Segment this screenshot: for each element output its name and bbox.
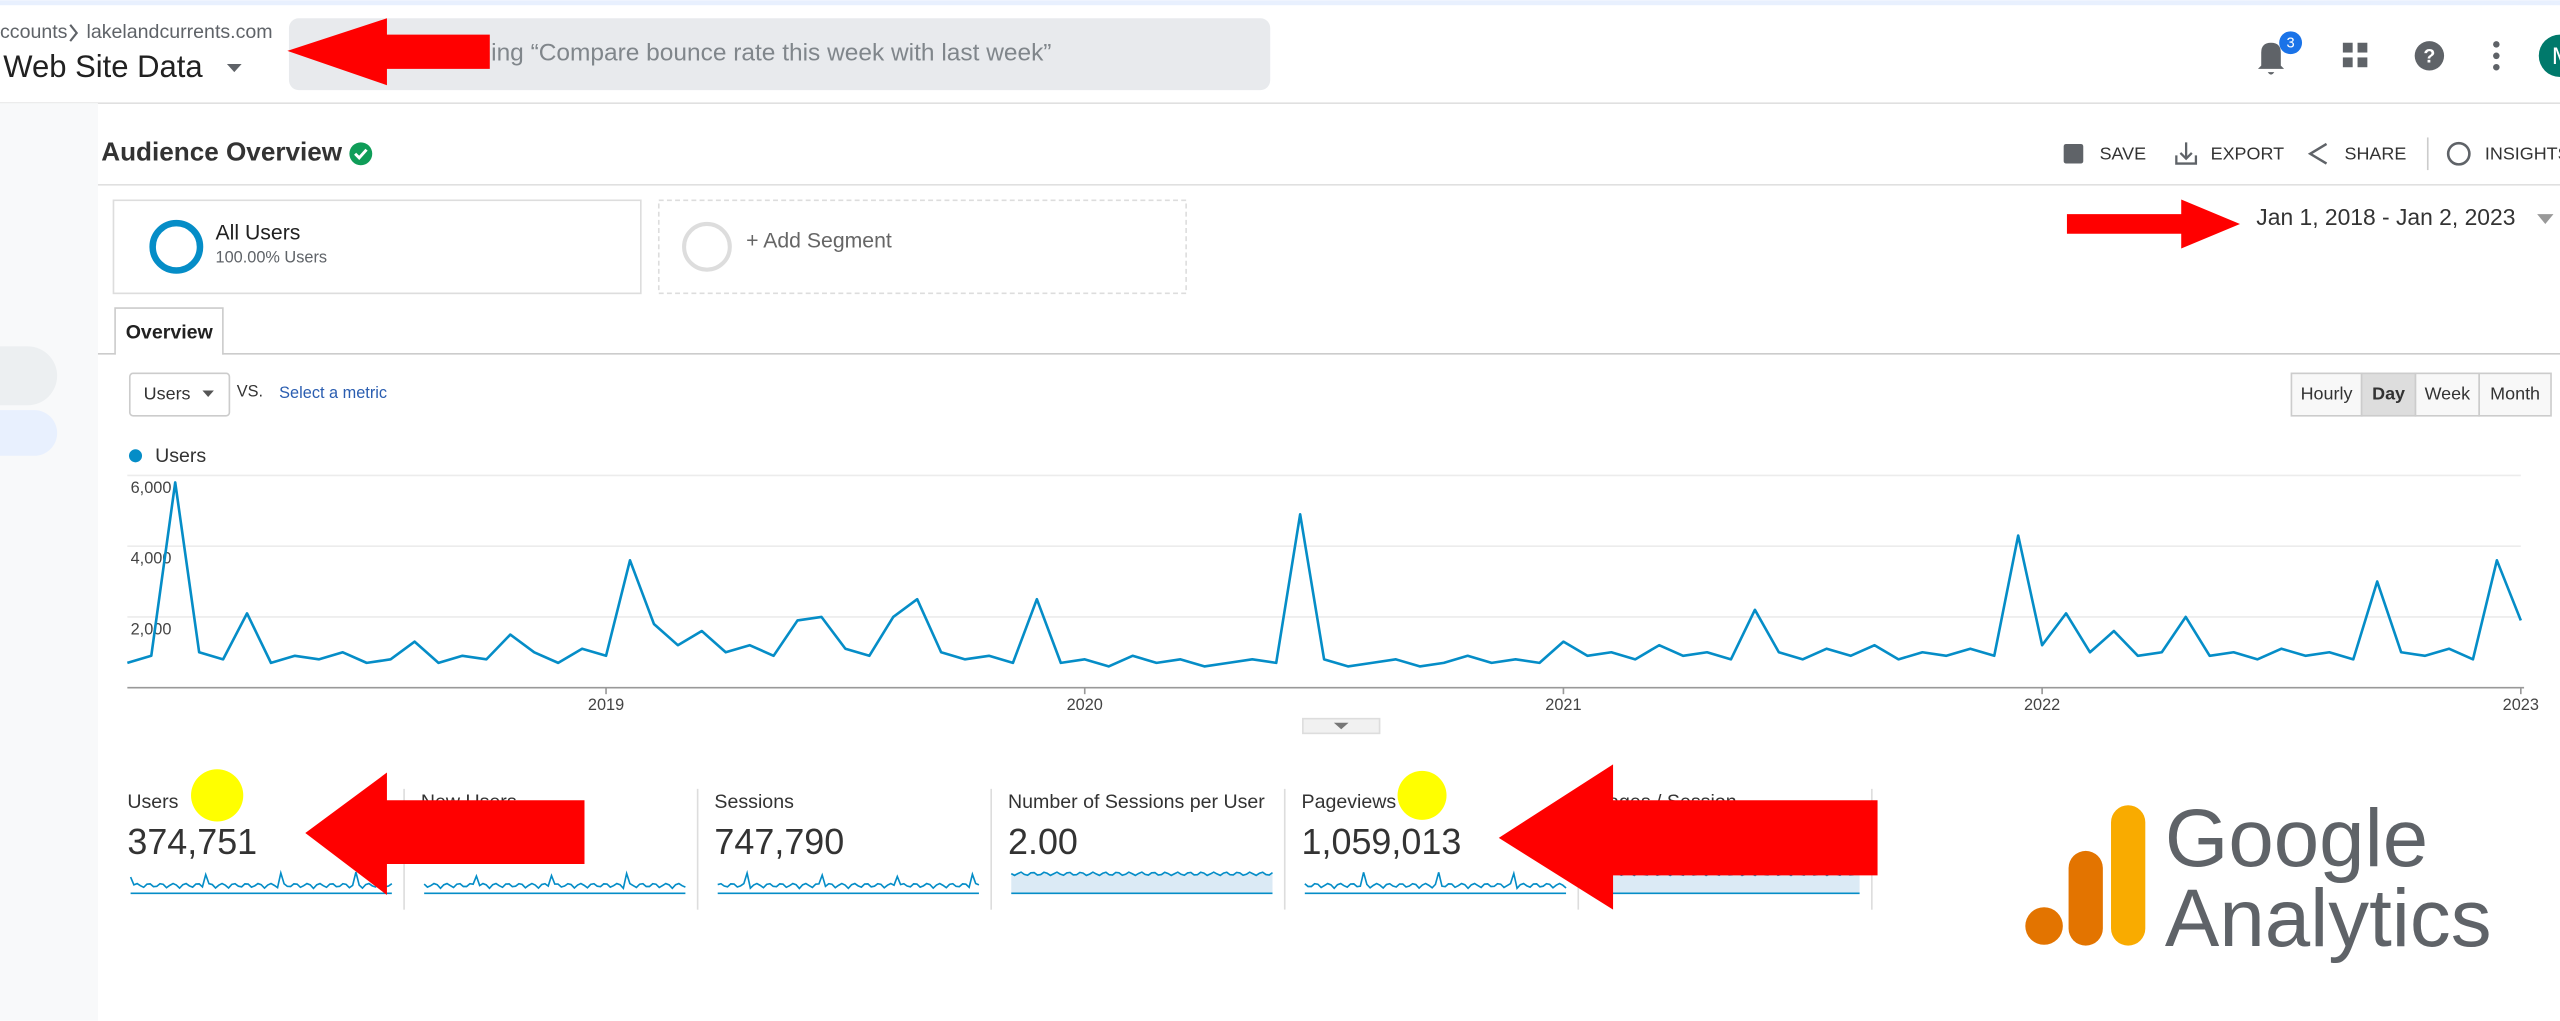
segment-ring [149,219,204,274]
legend-label: Users [155,445,206,467]
annotation-circle [1397,770,1447,820]
notification-count: 3 [2287,35,2295,51]
verified-icon [349,142,373,166]
metric-label: Number of Sessions per User [1008,791,1265,813]
action-share[interactable]: SHARE [2344,143,2406,163]
sidebar-item[interactable] [0,346,58,406]
breadcrumb-accounts[interactable]: ccounts [0,21,68,43]
y-tick-label: 6,000 [131,479,172,497]
insights-icon[interactable] [2446,141,2471,166]
tab-label: Overview [126,322,214,344]
logo-bar [2111,805,2146,946]
date-range[interactable]: Jan 1, 2018 - Jan 2, 2023 [2256,204,2515,230]
action-save[interactable]: SAVE [2100,143,2147,163]
y-tick-label: 2,000 [131,620,172,638]
annotation-circle [191,769,244,822]
granularity-button[interactable] [2414,372,2480,417]
x-tick-label: 2020 [1067,696,1103,714]
add-segment[interactable]: + Add Segment [746,230,892,253]
annotation-arrow [287,18,490,86]
add-segment-ring [682,221,732,272]
line-chart: Users 2,000 4,000 6,000 2019 2020 2021 2022 2023 [126,445,2539,714]
export-icon[interactable] [2175,142,2198,165]
breadcrumb-chevron [69,24,79,42]
metric-label: Pageviews [1302,791,1397,813]
tab[interactable] [114,307,224,355]
top-strip [0,0,2560,6]
granularity-button[interactable] [2478,372,2552,417]
sparkline [717,869,980,890]
data-line [126,481,2523,668]
save-icon[interactable] [2063,143,2084,164]
x-tick-label: 2021 [1545,696,1581,714]
report-title: Audience Overview [101,137,343,167]
granularity-label: Week [2425,383,2471,403]
property-name[interactable]: Web Site Data [3,49,203,84]
logo-bar [2068,850,2103,946]
y-tick-label: 4,000 [131,550,172,568]
segment-share: 100.00% Users [216,249,328,267]
sparkline [423,870,686,891]
verified-check [354,148,368,160]
sparkline [1304,870,1567,891]
add-segment-box[interactable] [657,199,1187,295]
apps-icon[interactable] [2342,42,2368,68]
avatar[interactable] [2538,34,2560,78]
search-box[interactable] [288,18,1271,91]
annotation-arrow [305,772,585,895]
tab-gap [115,349,223,357]
metric-value: 1,059,013 [1302,821,1462,862]
sidebar [0,103,98,1021]
annotation-arrow [1498,764,1878,910]
sparkline [1010,871,1273,877]
avatar-letter: M [2552,43,2560,70]
breadcrumb-account[interactable]: lakelandcurrents.com [87,21,273,43]
segment-box[interactable] [112,199,642,295]
search-text: ching “Compare bounce rate this week wit… [465,40,1051,67]
bell-icon[interactable] [2257,42,2285,75]
x-tick-label: 2022 [2024,696,2060,714]
granularity-label: Month [2490,383,2540,403]
logo-word: Google [2165,793,2428,884]
legend-swatch [128,449,143,463]
help-glyph: ? [2423,46,2435,68]
metric-value: 2.00 [1008,821,1078,862]
sparkline-fill [1011,873,1273,894]
x-tick-label: 2023 [2503,696,2539,714]
action-insights[interactable]: INSIGHTS [2485,143,2560,163]
granularity-label: Day [2372,383,2405,403]
granularity-label: Hourly [2301,383,2353,403]
metric-dropdown[interactable] [128,372,231,417]
segment-name: All Users [216,221,301,244]
more-icon[interactable] [2493,41,2500,71]
share-icon[interactable] [2307,142,2328,165]
action-export[interactable]: EXPORT [2211,143,2284,163]
granularity-buttons: Hourly Day Week Month [2290,372,2552,417]
date-caret [2537,214,2554,224]
notification-badge [2279,31,2303,55]
help-icon[interactable] [2414,41,2445,71]
vs-label: VS. [237,382,263,400]
property-caret [226,63,242,73]
select-metric[interactable]: Select a metric [279,384,387,402]
sidebar-item[interactable] [0,410,58,456]
metric-caret [202,390,214,398]
x-tick-label: 2019 [588,696,624,714]
metric-value: 747,790 [714,821,844,862]
logo-word: Analytics [2165,873,2492,964]
logo-dot [2025,907,2063,945]
sparkline [129,869,393,890]
granularity-button[interactable] [2290,372,2363,417]
sparkline-fill [1598,873,1860,894]
metric-label: Users [127,791,178,813]
chart-handle-caret [1333,722,1349,730]
granularity-button[interactable] [2360,372,2417,417]
metric-dropdown-label: Users [144,383,191,403]
metric-label: Sessions [714,791,794,813]
metric-value: 374,751 [127,821,257,862]
annotation-arrow [2066,199,2240,249]
